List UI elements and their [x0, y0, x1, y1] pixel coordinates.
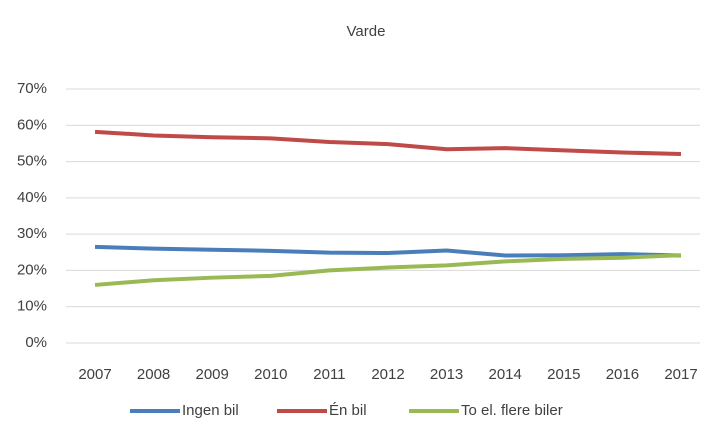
- y-tick-label: 20%: [17, 261, 47, 278]
- y-tick-label: 40%: [17, 189, 47, 206]
- chart-title: Varde: [347, 23, 386, 40]
- series-line: [94, 129, 682, 156]
- y-tick-label: 0%: [25, 334, 47, 351]
- series-line: [94, 253, 682, 287]
- x-tick-label: 2016: [606, 366, 639, 383]
- x-tick-label: 2009: [196, 366, 229, 383]
- x-tick-label: 2017: [664, 366, 697, 383]
- x-tick-label: 2012: [371, 366, 404, 383]
- series-line: [94, 244, 682, 258]
- x-tick-label: 2010: [254, 366, 287, 383]
- legend-label: Én bil: [329, 402, 367, 419]
- y-tick-label: 30%: [17, 225, 47, 242]
- y-tick-label: 70%: [17, 80, 47, 97]
- y-tick-label: 60%: [17, 116, 47, 133]
- legend-label: Ingen bil: [182, 402, 239, 419]
- x-tick-label: 2008: [137, 366, 170, 383]
- y-tick-label: 10%: [17, 298, 47, 315]
- x-tick-label: 2015: [547, 366, 580, 383]
- x-tick-label: 2011: [313, 366, 345, 383]
- x-tick-label: 2013: [430, 366, 463, 383]
- x-tick-label: 2014: [489, 366, 522, 383]
- x-tick-label: 2007: [78, 366, 111, 383]
- legend-label: To el. flere biler: [461, 402, 563, 419]
- y-tick-label: 50%: [17, 153, 47, 170]
